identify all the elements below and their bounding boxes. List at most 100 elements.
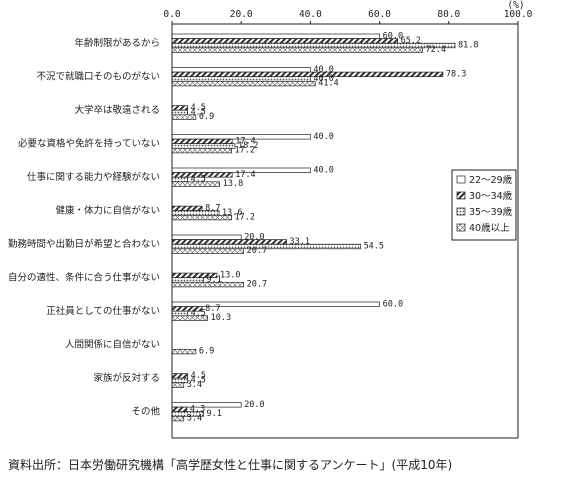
source-note: 資料出所：日本労働研究機構「高学歴女性と仕事に関するアンケート」(平成10年): [8, 458, 453, 472]
bar: [171, 315, 208, 321]
category-label: 正社員としての仕事がない: [46, 305, 160, 317]
bar: [171, 402, 242, 408]
data-label: 33.1: [290, 237, 310, 247]
bar: [171, 109, 188, 116]
bar: [171, 382, 185, 388]
bar: [171, 301, 380, 307]
data-label: 72.4: [426, 45, 446, 55]
legend-label: 35～39歳: [469, 206, 513, 218]
category-label: 年齢制限があるから: [74, 37, 160, 49]
data-label: 17.4: [235, 170, 255, 180]
bar: [171, 234, 242, 240]
bar: [171, 33, 380, 39]
category-label: 必要な資格や免許を持っていない: [18, 138, 160, 150]
category-label: 家族が反対する: [93, 372, 160, 384]
data-label: 8.7: [205, 203, 220, 213]
data-label: 8.7: [205, 304, 220, 314]
legend-swatch: [456, 175, 466, 184]
x-tick-label: 0.0: [163, 9, 180, 20]
bar: [171, 67, 311, 73]
data-label: 13.6: [222, 208, 242, 218]
data-label: 9.1: [206, 409, 221, 419]
bar: [171, 114, 197, 120]
data-label: 13.0: [220, 270, 240, 280]
bar: [171, 377, 188, 384]
bar: [171, 415, 185, 422]
data-label: 20.7: [247, 280, 267, 290]
data-label: 4.3: [190, 404, 205, 414]
data-label: 20.0: [244, 400, 264, 410]
bar: [171, 143, 236, 149]
bar: [171, 42, 456, 49]
bar: [171, 277, 204, 283]
data-label: 40.0: [313, 132, 333, 142]
x-tick-label: 20.0: [230, 9, 253, 20]
data-label: 17.2: [235, 213, 255, 223]
bar: [171, 214, 232, 221]
data-label: 6.9: [199, 112, 214, 122]
data-label: 4.5: [191, 175, 206, 185]
data-label: 65.2: [401, 36, 421, 46]
bar: [171, 176, 188, 183]
data-label: 3.4: [187, 380, 202, 390]
data-label: 78.3: [446, 69, 466, 79]
x-tick-label: 100.0: [504, 9, 533, 20]
x-tick-label: 40.0: [299, 9, 322, 20]
data-label: 60.0: [383, 31, 403, 41]
data-label: 4.5: [191, 309, 206, 319]
data-label: 40.0: [313, 65, 333, 75]
data-label: 81.8: [458, 41, 478, 51]
data-label: 18.2: [238, 141, 258, 151]
bar: [171, 373, 188, 379]
data-label: 4.5: [191, 371, 206, 381]
data-label: 20.7: [247, 246, 267, 256]
data-label: 6.9: [199, 347, 214, 357]
bar: [171, 138, 233, 145]
bar: [171, 71, 444, 78]
data-label: 41.4: [318, 79, 338, 89]
data-label: 3.4: [187, 414, 202, 424]
data-label: 40.0: [313, 165, 333, 175]
category-label: 健康・体力に自信がない: [55, 205, 160, 217]
data-label: 20.0: [244, 232, 264, 242]
category-label: 大学卒は敬遠される: [74, 104, 160, 116]
bar: [171, 210, 220, 216]
bar: [171, 38, 398, 44]
bar: [171, 205, 203, 212]
data-label: 60.0: [383, 299, 403, 309]
data-label: 17.2: [235, 146, 255, 156]
bar: [171, 80, 316, 87]
bar: [171, 147, 232, 154]
bar: [171, 47, 423, 53]
unit-label: (%): [507, 0, 524, 11]
data-label: 4.5: [191, 376, 206, 386]
bar: [171, 239, 287, 245]
legend-label: 22～29歳: [469, 174, 513, 186]
category-label: 勤務時間や出勤日が希望と合わない: [8, 238, 160, 250]
bar: [171, 281, 244, 288]
bar: [171, 76, 311, 82]
x-tick-label: 60.0: [368, 9, 391, 20]
data-label: 13.8: [223, 179, 243, 189]
bar: [171, 310, 188, 317]
legend-swatch: [456, 191, 466, 200]
bar: [171, 105, 188, 111]
data-label: 4.5: [191, 108, 206, 118]
data-label: 17.4: [235, 136, 255, 146]
data-label: 40.0: [313, 74, 333, 84]
category-label: 人間関係に自信がない: [65, 339, 160, 351]
category-label: 仕事に関する能力や経験がない: [27, 171, 160, 183]
legend: 22～29歳 30～34歳 35～39歳 40歳以上: [451, 169, 517, 241]
legend-swatch: [456, 207, 466, 216]
data-label: 4.5: [191, 103, 206, 113]
legend-label: 30～34歳: [469, 190, 513, 202]
category-label: 自分の適性、条件に合う仕事がない: [8, 272, 160, 284]
category-label: その他: [131, 406, 160, 418]
data-label: 9.1: [206, 275, 221, 285]
data-label: 54.5: [364, 242, 384, 252]
bar: [171, 248, 244, 254]
data-label: 10.3: [211, 313, 231, 323]
legend-label: 40歳以上: [469, 222, 510, 234]
bar: [171, 406, 188, 413]
